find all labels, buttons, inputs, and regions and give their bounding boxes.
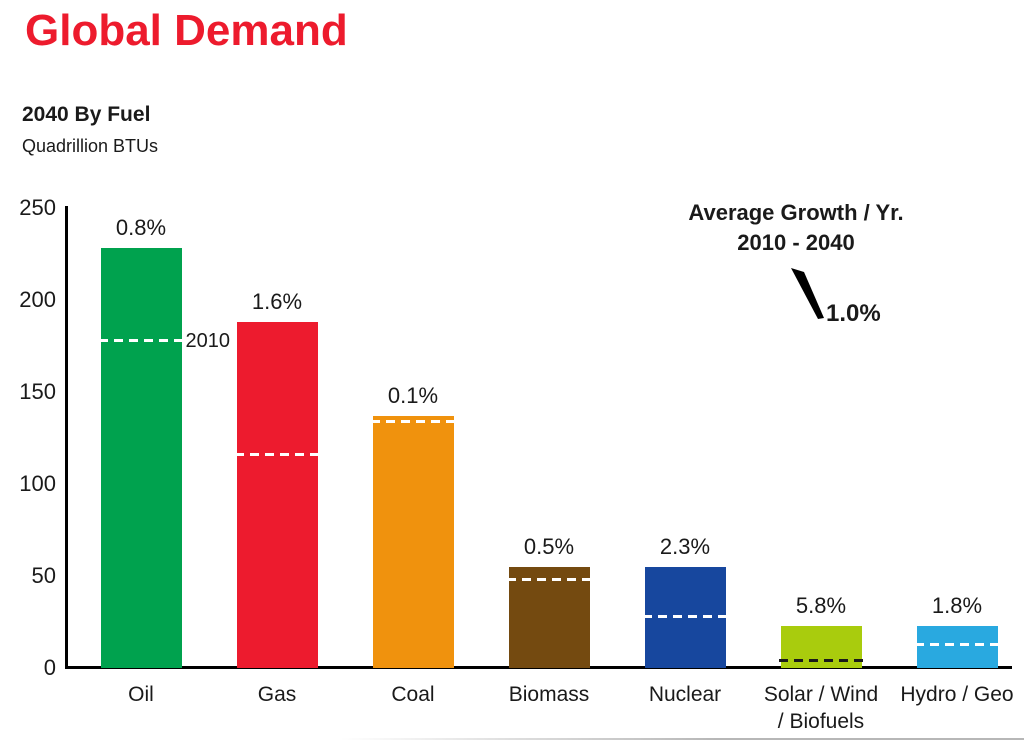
bar-growth-label: 1.8%: [931, 592, 983, 618]
bar-growth-label: 0.8%: [115, 215, 167, 241]
y-axis-tick-label: 50: [31, 563, 56, 588]
bar-gas: [236, 322, 318, 668]
chart-subtitle: 2040 By Fuel: [22, 103, 151, 126]
y-axis-tick-label: 150: [19, 379, 56, 404]
bar-2010-reference-dash: [370, 419, 456, 423]
y-axis-tick-label: 0: [43, 655, 56, 680]
chart-units-label: Quadrillion BTUs: [22, 136, 159, 156]
bar-growth-label: 0.5%: [523, 533, 575, 559]
average-growth-title: Average Growth / Yr.: [688, 200, 904, 225]
category-label: Oil: [128, 683, 154, 706]
reference-year-label: 2010: [185, 329, 231, 352]
y-axis-tick-label: 200: [19, 287, 56, 312]
y-axis-line: [65, 206, 68, 669]
category-label: Biomass: [508, 683, 590, 706]
bottom-divider: [340, 738, 1024, 740]
bar-growth-label: 2.3%: [659, 533, 711, 559]
bar-2010-reference-dash: [642, 614, 728, 618]
bar-biomass: [508, 566, 590, 668]
bar-hydro-geo: [916, 625, 998, 668]
category-label: Solar / Wind / Biofuels: [763, 683, 879, 733]
category-label: Hydro / Geo: [900, 683, 1014, 706]
y-axis-tick-label: 250: [19, 195, 56, 220]
swoosh-pointer-icon: [791, 268, 824, 319]
page-title: Global Demand: [25, 6, 348, 55]
bar-oil: [100, 248, 182, 668]
category-label: Gas: [257, 683, 297, 706]
bar-2010-reference-dash: [98, 338, 184, 342]
bar-growth-label: 0.1%: [387, 382, 439, 408]
bar-2010-reference-dash: [778, 659, 864, 663]
bar-growth-label: 5.8%: [795, 592, 847, 618]
bar-growth-label: 1.6%: [251, 289, 303, 315]
average-growth-period: 2010 - 2040: [737, 230, 855, 255]
bar-coal: [372, 415, 454, 668]
y-axis-tick-label: 100: [19, 471, 56, 496]
average-growth-annotation: Average Growth / Yr. 2010 - 2040: [646, 198, 946, 258]
bar-2010-reference-dash: [506, 578, 592, 582]
category-label: Coal: [391, 683, 435, 706]
category-label: Nuclear: [648, 683, 722, 706]
bar-2010-reference-dash: [914, 642, 1000, 646]
average-growth-value: 1.0%: [826, 300, 881, 327]
bar-2010-reference-dash: [234, 453, 320, 457]
